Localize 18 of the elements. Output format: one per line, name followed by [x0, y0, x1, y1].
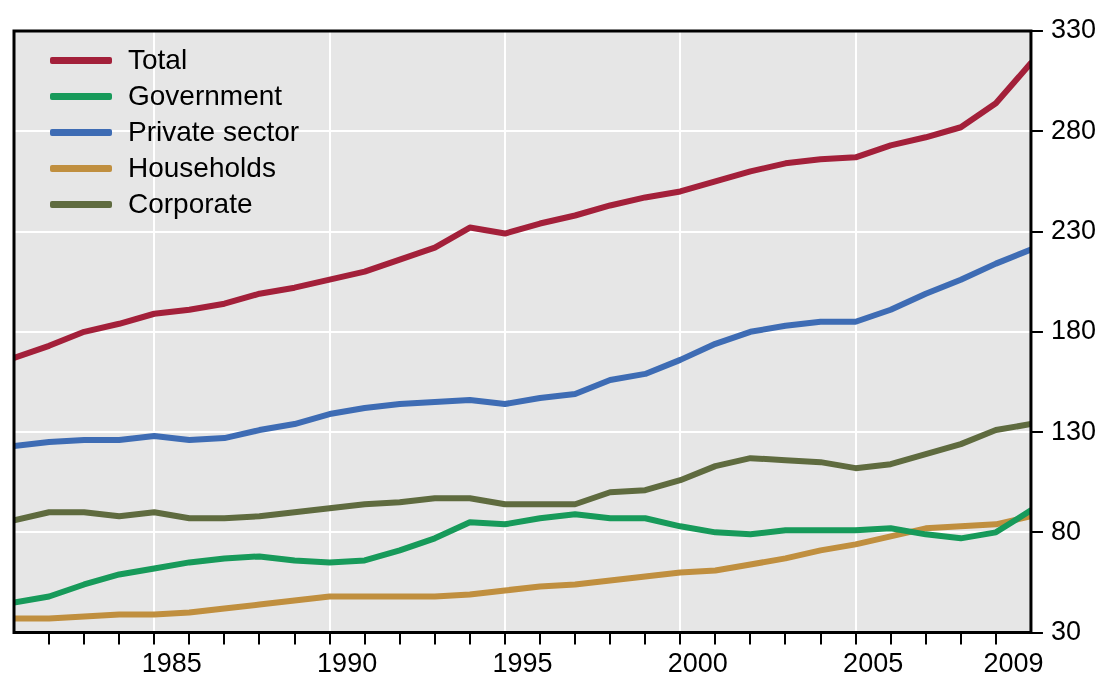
y-tick-label: 180	[1050, 315, 1097, 346]
y-tick-label: 230	[1050, 214, 1097, 245]
y-tick-label: 130	[1050, 415, 1097, 446]
y-tick-label: 30	[1050, 616, 1081, 647]
legend-label: Total	[128, 43, 188, 77]
y-tick-label: 280	[1050, 114, 1097, 145]
x-tick-label: 2005	[843, 648, 904, 679]
legend-label: Corporate	[128, 187, 253, 221]
x-tick-label: 1985	[141, 648, 202, 679]
y-tick-label: 330	[1050, 14, 1097, 45]
x-tick-label: 1995	[492, 648, 553, 679]
legend-label: Government	[128, 79, 283, 113]
x-tick-label: 1990	[317, 648, 378, 679]
x-tick-label: 2000	[667, 648, 728, 679]
legend-label: Private sector	[128, 115, 300, 149]
legend-label: Households	[128, 151, 276, 185]
y-tick-label: 80	[1050, 515, 1081, 546]
x-tick-label: 2009	[983, 648, 1044, 679]
